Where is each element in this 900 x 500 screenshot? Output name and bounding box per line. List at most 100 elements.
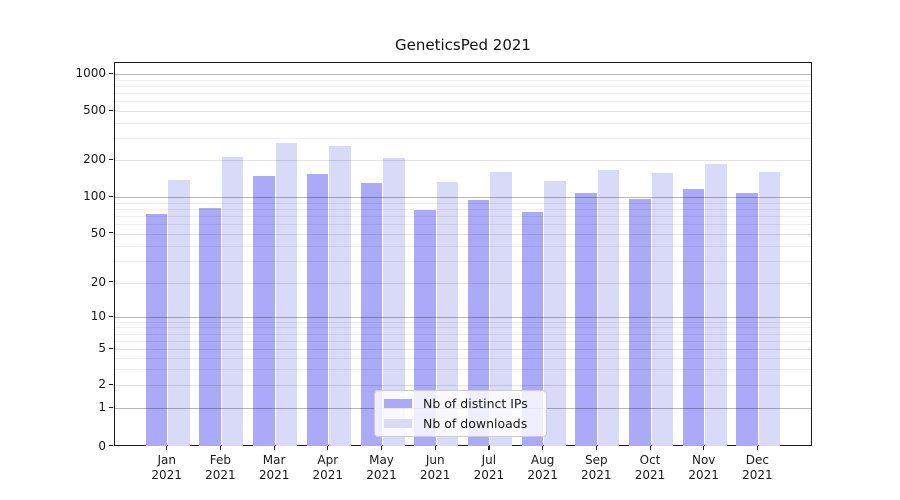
x-tick-label: Jun 2021 [419, 452, 451, 482]
bar-distinct-ips-feb [199, 208, 221, 447]
minor-gridline [115, 202, 811, 204]
x-tick-mark [488, 446, 490, 450]
legend-swatch-downloads [384, 419, 412, 428]
y-tick-mark [109, 232, 113, 234]
minor-gridline [115, 321, 811, 323]
x-tick-mark [327, 446, 329, 450]
legend: Nb of distinct IPs Nb of downloads [374, 390, 547, 437]
bar-downloads-dec [758, 171, 781, 447]
x-tick-mark [542, 446, 544, 450]
minor-gridline [115, 333, 811, 335]
x-tick-mark [273, 446, 275, 450]
minor-gridline [115, 340, 811, 342]
y-tick-mark [109, 109, 113, 111]
x-tick-label: Mar 2021 [258, 452, 290, 482]
x-tick-mark [649, 446, 651, 450]
x-tick-label: Apr 2021 [312, 452, 344, 482]
x-tick-label: Aug 2021 [527, 452, 558, 482]
bar-distinct-ips-jan [145, 213, 168, 447]
bar-downloads-may [383, 157, 405, 447]
y-tick-mark [109, 347, 113, 349]
y-tick-label: 5 [98, 341, 106, 356]
bar-downloads-sep [597, 169, 620, 447]
minor-gridline [115, 358, 811, 360]
y-tick-mark [109, 158, 113, 160]
y-tick-mark [109, 445, 113, 447]
minor-gridline [115, 101, 811, 103]
legend-label: Nb of downloads [423, 416, 528, 431]
bar-downloads-oct [651, 173, 673, 447]
bar-downloads-feb [221, 156, 244, 447]
y-tick-label: 50 [90, 225, 106, 240]
bar-distinct-ips-apr [306, 173, 329, 447]
x-tick-label: Nov 2021 [688, 452, 719, 482]
gridline [115, 111, 811, 113]
y-tick-label: 1000 [75, 66, 106, 81]
x-tick-mark [595, 446, 597, 450]
plot-area [114, 62, 812, 447]
x-tick-label: May 2021 [366, 452, 397, 482]
legend-entry: Nb of distinct IPs [384, 395, 537, 412]
bar-downloads-jan [168, 180, 190, 447]
minor-gridline [115, 369, 811, 371]
bar-downloads-mar [275, 142, 298, 447]
bar-distinct-ips-may [360, 182, 382, 447]
gridline [115, 160, 811, 161]
legend-entry: Nb of downloads [384, 415, 537, 432]
bar-downloads-jul [490, 171, 512, 447]
legend-label: Nb of distinct IPs [423, 396, 528, 411]
major-gridline [115, 74, 811, 76]
x-tick-mark [166, 446, 168, 450]
y-tick-label: 0 [98, 438, 106, 453]
minor-gridline [115, 245, 811, 247]
bar-downloads-apr [329, 145, 351, 447]
y-tick-mark [109, 383, 113, 385]
bar-distinct-ips-nov [682, 188, 705, 447]
minor-gridline [115, 138, 811, 140]
minor-gridline [115, 261, 811, 263]
y-tick-mark [109, 406, 113, 408]
y-tick-label: 1 [98, 400, 106, 415]
bar-downloads-jun [436, 181, 459, 447]
y-tick-label: 10 [90, 309, 106, 323]
x-tick-mark [434, 446, 436, 450]
minor-gridline [115, 215, 811, 217]
x-tick-mark [219, 446, 222, 450]
minor-gridline [115, 208, 811, 210]
gridline [115, 349, 811, 351]
bar-distinct-ips-jun [414, 210, 436, 447]
chart-title: GeneticsPed 2021 [395, 36, 531, 54]
y-tick-label: 2 [98, 377, 106, 392]
minor-gridline [115, 123, 811, 125]
x-tick-mark [703, 446, 705, 450]
minor-gridline [115, 79, 811, 81]
y-tick-mark [109, 281, 113, 283]
bar-downloads-nov [705, 163, 727, 447]
y-tick-label: 500 [83, 103, 106, 118]
bar-distinct-ips-oct [629, 198, 651, 447]
x-tick-label: Dec 2021 [742, 452, 773, 482]
y-tick-label: 100 [83, 189, 106, 203]
y-tick-mark [109, 72, 113, 74]
bar-downloads-aug [544, 180, 566, 447]
x-tick-mark [756, 446, 759, 450]
y-tick-label: 200 [83, 152, 106, 166]
x-tick-mark [381, 446, 383, 450]
bar-distinct-ips-mar [253, 176, 275, 447]
y-tick-label: 20 [90, 274, 106, 289]
y-tick-mark [109, 315, 113, 317]
x-tick-label: Sep 2021 [581, 452, 612, 482]
bar-distinct-ips-aug [521, 212, 544, 447]
gridline [115, 385, 811, 387]
legend-swatch-distinct-ips [384, 399, 412, 408]
major-gridline [115, 317, 811, 318]
major-gridline [115, 197, 811, 198]
gridline [115, 282, 811, 284]
x-tick-label: Feb 2021 [205, 452, 236, 482]
minor-gridline [115, 224, 811, 226]
bar-distinct-ips-sep [575, 193, 597, 447]
minor-gridline [115, 93, 811, 95]
x-tick-label: Oct 2021 [634, 452, 666, 482]
minor-gridline [115, 327, 811, 329]
